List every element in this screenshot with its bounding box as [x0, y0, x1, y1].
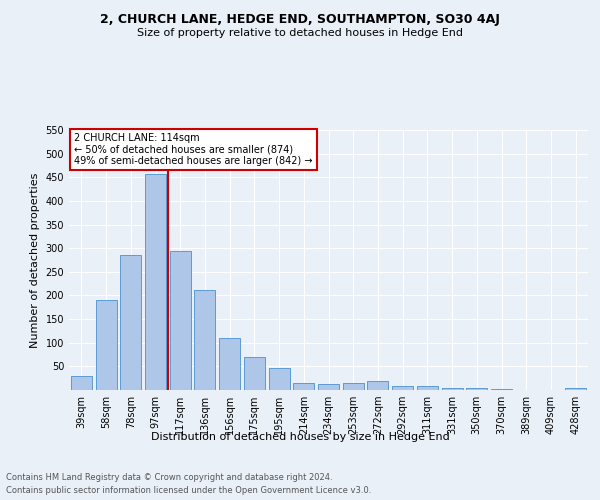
- Bar: [318, 384, 339, 390]
- Y-axis label: Number of detached properties: Number of detached properties: [30, 172, 40, 348]
- Bar: [367, 380, 388, 390]
- Bar: [170, 252, 191, 390]
- Bar: [219, 338, 240, 390]
- Bar: [120, 256, 141, 390]
- Text: Contains public sector information licensed under the Open Government Licence v3: Contains public sector information licen…: [6, 486, 371, 495]
- Bar: [392, 386, 413, 390]
- Bar: [194, 290, 215, 390]
- Bar: [145, 174, 166, 390]
- Bar: [442, 388, 463, 390]
- Text: Size of property relative to detached houses in Hedge End: Size of property relative to detached ho…: [137, 28, 463, 38]
- Bar: [95, 300, 116, 390]
- Bar: [491, 388, 512, 390]
- Text: 2 CHURCH LANE: 114sqm
← 50% of detached houses are smaller (874)
49% of semi-det: 2 CHURCH LANE: 114sqm ← 50% of detached …: [74, 132, 313, 166]
- Bar: [244, 357, 265, 390]
- Bar: [417, 386, 438, 390]
- Bar: [293, 384, 314, 390]
- Bar: [565, 388, 586, 390]
- Bar: [343, 384, 364, 390]
- Bar: [269, 368, 290, 390]
- Bar: [466, 388, 487, 390]
- Text: Contains HM Land Registry data © Crown copyright and database right 2024.: Contains HM Land Registry data © Crown c…: [6, 472, 332, 482]
- Bar: [71, 376, 92, 390]
- Text: 2, CHURCH LANE, HEDGE END, SOUTHAMPTON, SO30 4AJ: 2, CHURCH LANE, HEDGE END, SOUTHAMPTON, …: [100, 12, 500, 26]
- Text: Distribution of detached houses by size in Hedge End: Distribution of detached houses by size …: [151, 432, 449, 442]
